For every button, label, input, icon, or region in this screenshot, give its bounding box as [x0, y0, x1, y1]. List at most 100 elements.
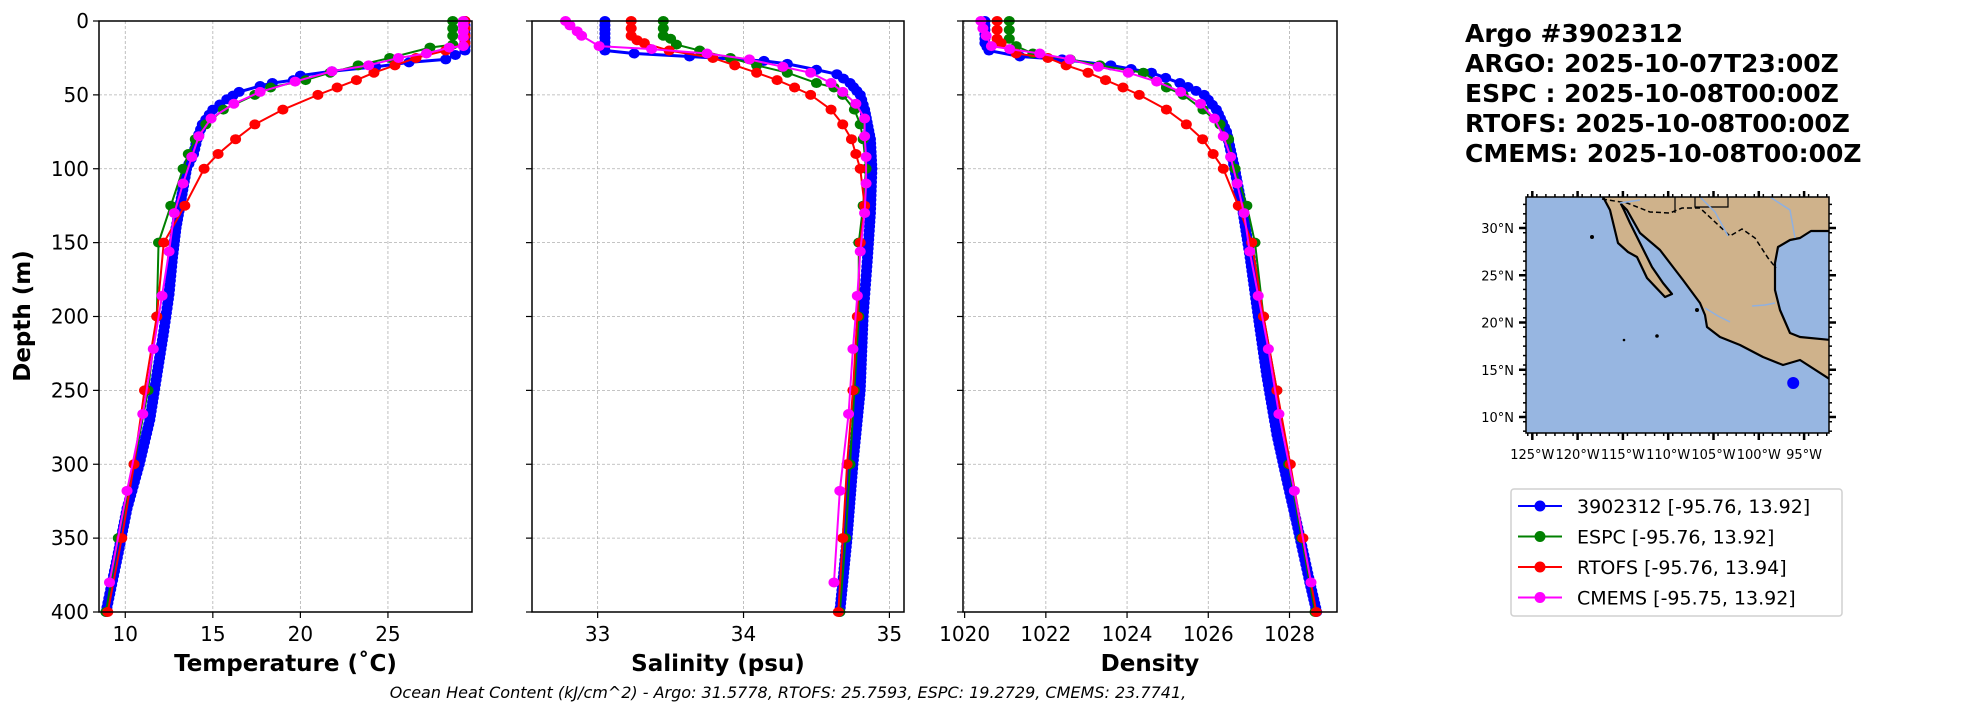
series-rtofs-point: [331, 82, 343, 93]
series-cmems-point: [1092, 61, 1104, 72]
axes-frame: [531, 20, 905, 613]
series-rtofs-point: [845, 134, 857, 145]
series-cmems-point: [1217, 131, 1229, 142]
series-rtofs-point: [277, 104, 289, 115]
y-tick-label: 250: [51, 378, 89, 402]
series-cmems-point: [859, 113, 871, 124]
x-tick-label: 34: [731, 622, 756, 646]
x-tick-label: 1028: [1264, 622, 1315, 646]
series-espc-point: [1137, 67, 1149, 78]
series-rtofs-point: [638, 38, 650, 49]
series-rtofs-point: [851, 311, 863, 322]
series-rtofs-point: [805, 89, 817, 100]
series-cmems-point: [1175, 86, 1187, 97]
series-rtofs-point: [1180, 119, 1192, 130]
map-island: [1622, 338, 1626, 342]
x-axis-label-temperature: Temperature (˚C): [174, 650, 397, 677]
series-rtofs-point: [625, 23, 637, 34]
series-cmems-point: [828, 577, 840, 588]
series-espc-point: [352, 60, 364, 71]
series-cmems-point: [564, 20, 576, 31]
x-tick-label: 33: [585, 622, 610, 646]
title-argo-id: Argo #3902312: [1465, 19, 1683, 48]
series-3902312-point: [1160, 72, 1172, 83]
series-rtofs-point: [1117, 82, 1129, 93]
series-cmems-point: [1238, 208, 1250, 219]
series-rtofs-point: [230, 134, 242, 145]
legend-label: CMEMS [-95.75, 13.92]: [1577, 588, 1796, 610]
map-island: [1590, 235, 1594, 239]
x-tick-label: 15: [200, 622, 225, 646]
series-cmems-point: [228, 98, 240, 109]
series-cmems-point: [980, 30, 992, 41]
series-cmems-point: [457, 41, 469, 52]
legend-marker: [1534, 500, 1546, 512]
map-lat-label: 20°N: [1481, 317, 1514, 332]
series-cmems-point: [254, 86, 266, 97]
series-cmems-point: [177, 178, 189, 189]
series-cmems-point: [847, 344, 859, 355]
series-cmems-point: [121, 485, 133, 496]
x-tick-label: 10: [113, 622, 138, 646]
series-rtofs-point: [1217, 163, 1229, 174]
series-3902312-point: [1174, 78, 1186, 89]
series-cmems-point: [985, 41, 997, 52]
series-cmems-point: [851, 290, 863, 301]
location-map: 125°W 120°W 115°W 110°W 105°W 100°W 95°W 30°N 25…: [1481, 191, 1836, 463]
legend-label: 3902312 [-95.76, 13.92]: [1577, 496, 1810, 518]
series-rtofs-point: [991, 24, 1003, 35]
y-tick-label: 200: [51, 305, 89, 329]
legend-entry: ESPC [-95.76, 13.92]: [1518, 527, 1774, 549]
series-cmems-point: [363, 60, 375, 71]
series-cmems-point: [860, 151, 872, 162]
map-island: [1655, 334, 1659, 338]
series-rtofs-point: [1271, 385, 1283, 396]
series-rtofs-point: [1207, 148, 1219, 159]
series-rtofs-point: [837, 533, 849, 544]
series-cmems-point: [1305, 577, 1317, 588]
series-cmems-point: [859, 208, 871, 219]
x-tick-label: 35: [877, 622, 902, 646]
series-cmems-point: [860, 178, 872, 189]
map-lat-label: 30°N: [1481, 222, 1514, 237]
x-axis-label-salinity: Salinity (psu): [631, 651, 805, 677]
argo-location-marker: [1787, 376, 1800, 389]
map-island: [1695, 308, 1699, 312]
series-rtofs-point: [198, 163, 210, 174]
series-espc-point: [657, 23, 669, 34]
series-rtofs-point: [1160, 104, 1172, 115]
ocean-heat-content-footer: Ocean Heat Content (kJ/cm^2) - Argo: 31.…: [390, 683, 1186, 702]
panel-density: 1020 1022 1024 1026 1028 Density: [939, 16, 1338, 677]
series-rtofs-point: [751, 67, 763, 78]
series-cmems-point: [420, 48, 432, 59]
series-cmems-point: [854, 246, 866, 257]
series-cmems-point: [825, 78, 837, 89]
series-cmems-point: [834, 485, 846, 496]
series-cmems-point: [147, 344, 159, 355]
series-3902312-point: [440, 54, 452, 65]
series-cmems-point: [193, 131, 205, 142]
series-rtofs-point: [1133, 89, 1145, 100]
series-cmems-point: [1273, 409, 1285, 420]
series-cmems-line: [564, 20, 868, 583]
y-axis-label: Depth (m): [10, 250, 36, 382]
series-cmems-point: [777, 61, 789, 72]
title-espc-time: ESPC : 2025-10-08T00:00Z: [1465, 79, 1839, 108]
map-border-state: [1674, 197, 1729, 213]
map-lat-label: 15°N: [1481, 364, 1514, 379]
y-tick-label: 400: [51, 600, 89, 624]
series-cmems-point: [1244, 246, 1256, 257]
map-land-mexico: [1601, 197, 1829, 381]
legend-marker: [1534, 561, 1546, 573]
series-cmems-point: [1151, 76, 1163, 87]
y-tick-label: 100: [51, 157, 89, 181]
title-argo-time: ARGO: 2025-10-07T23:00Z: [1465, 49, 1839, 78]
series-group: [100, 16, 471, 617]
series-rtofs-point: [825, 104, 837, 115]
axes-frame: [98, 20, 473, 613]
map-lat-label: 10°N: [1481, 411, 1514, 426]
map-ticks: 125°W 120°W 115°W 110°W 105°W 100°W 95°W 30°N 25…: [1481, 191, 1836, 463]
series-cmems-point: [289, 76, 301, 87]
title-cmems-time: CMEMS: 2025-10-08T00:00Z: [1465, 139, 1862, 168]
